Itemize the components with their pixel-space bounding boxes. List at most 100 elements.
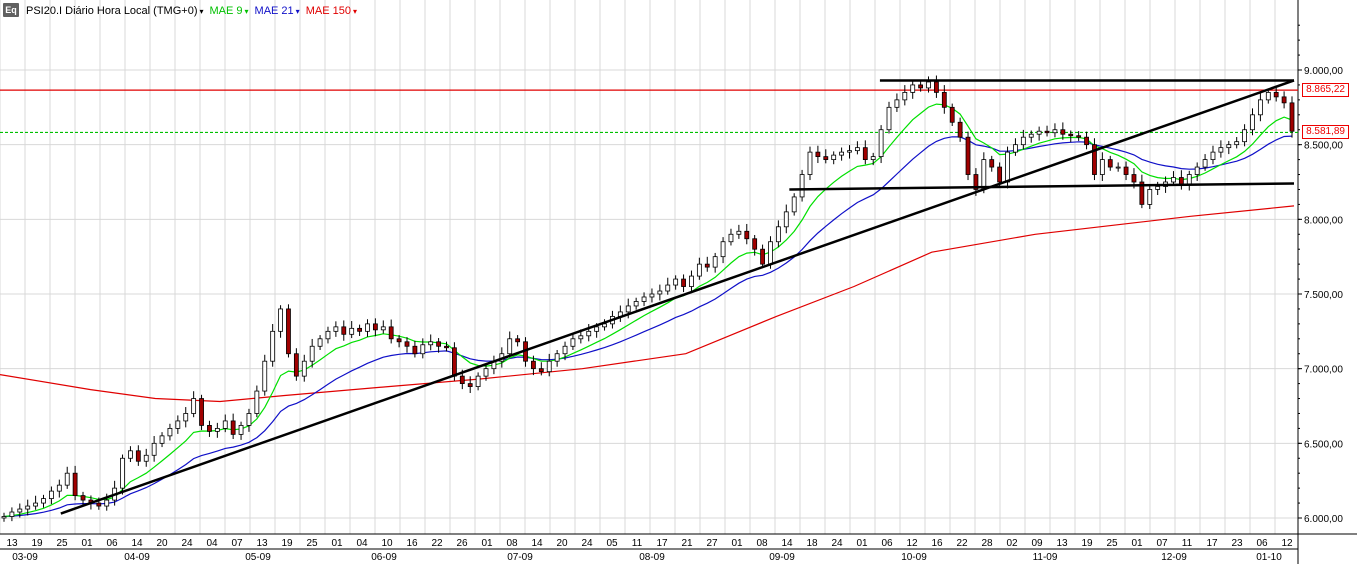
candle-body: [96, 502, 102, 507]
candle-body: [1028, 133, 1034, 138]
candle-body: [1013, 144, 1018, 153]
candle-body: [981, 159, 987, 190]
x-day-label: 17: [656, 538, 668, 549]
candle-body: [862, 147, 868, 161]
candle-body: [72, 472, 78, 497]
candle-body: [1186, 174, 1192, 186]
candle-body: [839, 151, 844, 156]
candle-body: [1218, 147, 1224, 153]
dropdown-icon[interactable]: ▾: [199, 6, 204, 16]
candle-body: [1131, 174, 1137, 183]
chart-header: PSI20.I Diário Hora Local (TMG+0) ▾ MAE …: [26, 3, 357, 19]
candle-body: [49, 490, 54, 499]
candle-body: [689, 275, 694, 287]
candle-body: [1060, 129, 1066, 135]
candle-body: [586, 330, 592, 337]
candle-body: [625, 305, 631, 313]
x-month-label: 01-10: [1256, 552, 1282, 563]
candle-body: [317, 338, 323, 347]
candle-body: [791, 196, 797, 213]
candle-body: [538, 368, 544, 373]
x-day-label: 01: [731, 538, 743, 549]
candle-body: [1123, 166, 1129, 175]
x-day-label: 21: [681, 538, 693, 549]
mae9-dropdown-icon[interactable]: ▾: [244, 6, 249, 16]
x-day-label: 04: [206, 538, 218, 549]
x-day-label: 07: [231, 538, 243, 549]
candle-body: [1099, 159, 1105, 175]
candle-body: [902, 92, 908, 101]
candle-body: [104, 499, 110, 507]
candle-body: [720, 241, 726, 258]
candle-body: [926, 81, 931, 89]
x-day-label: 05: [606, 538, 618, 549]
mae21-dropdown-icon[interactable]: ▾: [295, 6, 300, 16]
x-day-label: 07: [1156, 538, 1168, 549]
mae9-legend[interactable]: MAE 9 ▾: [210, 5, 249, 17]
y-tick-label: 8.000,00: [1304, 215, 1343, 226]
candle-body: [120, 457, 125, 489]
candle-body: [1234, 141, 1240, 146]
candle-body: [214, 427, 220, 432]
x-day-label: 26: [456, 538, 468, 549]
trend-line-rising-support: [60, 79, 1295, 515]
candle-body: [254, 390, 260, 414]
x-day-label: 16: [406, 538, 418, 549]
candle-body: [341, 326, 347, 335]
mae150-legend[interactable]: MAE 150 ▾: [306, 5, 357, 17]
y-tick-label: 9.000,00: [1304, 66, 1343, 77]
x-month-label: 12-09: [1161, 552, 1187, 563]
candle-body: [159, 435, 165, 444]
candle-body: [1250, 114, 1255, 131]
candle-body: [546, 360, 552, 373]
x-day-label: 13: [1056, 538, 1068, 549]
candle-body: [372, 323, 378, 331]
mae150-dropdown-icon[interactable]: ▾: [352, 6, 357, 16]
equity-icon[interactable]: Eq: [3, 3, 19, 17]
mae21-legend[interactable]: MAE 21 ▾: [255, 5, 300, 17]
candle-body: [404, 341, 410, 347]
candle-body: [175, 420, 181, 429]
candle-body: [1147, 189, 1153, 205]
candle-body: [997, 166, 1003, 183]
candle-body: [1, 516, 7, 519]
candle-body: [760, 248, 765, 265]
candle-body: [665, 284, 671, 292]
x-day-label: 12: [906, 538, 918, 549]
candle-body: [775, 226, 781, 243]
candle-body: [380, 326, 386, 331]
candle-body: [286, 308, 291, 355]
symbol-text: PSI20.I Diário Hora Local (TMG+0): [26, 5, 198, 17]
candle-body: [1265, 92, 1271, 101]
candle-body: [191, 398, 197, 414]
x-month-label: 08-09: [639, 552, 665, 563]
mae150-line: [0, 205, 1295, 403]
candle-body: [712, 256, 718, 268]
x-day-label: 25: [56, 538, 68, 549]
candle-body: [475, 375, 481, 387]
candle-body: [1210, 151, 1216, 160]
x-day-label: 14: [131, 538, 143, 549]
candle-body: [1068, 133, 1074, 137]
candle-body: [278, 308, 283, 332]
candle-body: [1115, 166, 1121, 169]
candle-body: [1044, 130, 1050, 134]
symbol-label[interactable]: PSI20.I Diário Hora Local (TMG+0) ▾: [26, 5, 204, 17]
candle-body: [531, 360, 536, 370]
candle-body: [25, 505, 31, 510]
x-day-label: 11: [632, 538, 643, 549]
candle-body: [681, 278, 686, 287]
candle-body: [1257, 99, 1263, 116]
candle-body: [657, 290, 663, 295]
candle-body: [783, 211, 789, 228]
candle-body: [594, 326, 600, 332]
x-day-label: 06: [1256, 538, 1268, 549]
candle-body: [704, 263, 710, 268]
candle-body: [1281, 96, 1287, 104]
x-day-label: 09: [1031, 538, 1043, 549]
x-day-label: 22: [431, 538, 443, 549]
candle-body: [965, 136, 971, 175]
x-day-label: 01: [856, 538, 868, 549]
